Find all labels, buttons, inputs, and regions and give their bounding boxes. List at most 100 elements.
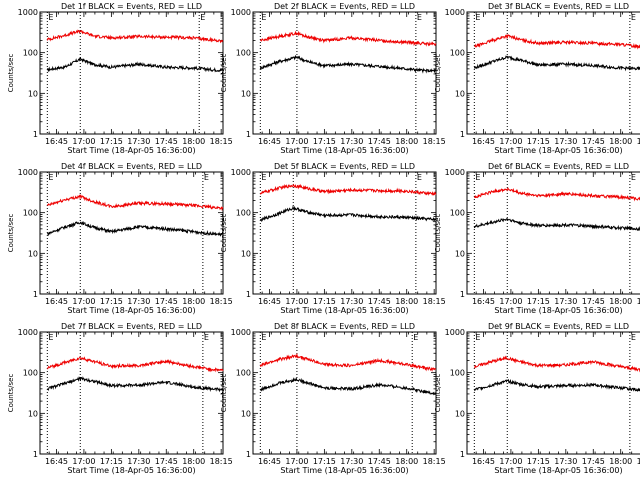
plot-frame	[252, 331, 437, 455]
x-tick-label: 17:15	[100, 137, 123, 146]
x-tick-label: 17:30	[340, 297, 363, 306]
x-tick-label: 18:15	[637, 297, 640, 306]
panel-det-1: Det 1f BLACK = Events, RED = LLD 1 10 100 10…	[7, 2, 233, 155]
x-tick-label: 18:00	[395, 297, 418, 306]
panel-title: Det 1f BLACK = Events, RED = LLD	[61, 2, 202, 11]
x-tick-label: 18:15	[637, 457, 640, 466]
panel-title: Det 6f BLACK = Events, RED = LLD	[488, 162, 629, 171]
panel-det-3: Det 3f BLACK = Events, RED = LLD 1 10 100 10…	[434, 2, 640, 155]
x-tick-label: 17:00	[499, 137, 522, 146]
marker-flag: E	[417, 173, 422, 182]
x-tick-label: 17:15	[527, 297, 550, 306]
plot-frame	[39, 331, 224, 455]
x-axis-label: Start Time (18-Apr-05 16:36:00)	[280, 146, 408, 155]
y-tick-label: 100	[450, 49, 465, 58]
marker-flag: E	[475, 173, 480, 182]
panel-det-2: Det 2f BLACK = Events, RED = LLD 1 10 100 10…	[220, 2, 446, 155]
plot-frame	[39, 171, 224, 295]
series-line-events	[259, 205, 437, 223]
marker-flag: E	[631, 173, 636, 182]
marker-flag: E	[261, 333, 266, 342]
panel-det-7: Det 7f BLACK = Events, RED = LLD 1 10 100 10…	[7, 322, 233, 475]
x-tick-label: 18:15	[210, 457, 233, 466]
y-tick-label: 1	[246, 130, 251, 139]
y-tick-label: 1	[33, 450, 38, 459]
y-tick-label: 1000	[18, 168, 38, 177]
panel-title: Det 2f BLACK = Events, RED = LLD	[274, 2, 415, 11]
y-tick-label: 10	[241, 89, 251, 98]
panel-title: Det 7f BLACK = Events, RED = LLD	[61, 322, 202, 331]
marker-flag: E	[204, 333, 209, 342]
panel-title: Det 4f BLACK = Events, RED = LLD	[61, 162, 202, 171]
panel-det-4: Det 4f BLACK = Events, RED = LLD 1 10 100 10…	[7, 162, 233, 315]
plot-frame	[466, 11, 640, 135]
y-axis-label: Counts/sec	[7, 54, 15, 93]
x-tick-label: 16:45	[472, 297, 495, 306]
x-tick-label: 17:45	[582, 457, 605, 466]
series-line-lld	[259, 183, 437, 196]
series-line-events	[46, 376, 224, 393]
x-tick-label: 17:30	[554, 137, 577, 146]
x-tick-label: 17:45	[155, 297, 178, 306]
x-tick-label: 17:45	[368, 137, 391, 146]
series-line-events	[473, 55, 640, 72]
series-line-lld	[46, 356, 224, 373]
x-tick-label: 17:15	[313, 137, 336, 146]
x-tick-label: 17:00	[285, 137, 308, 146]
x-tick-label: 18:00	[609, 137, 632, 146]
x-tick-label: 17:00	[285, 297, 308, 306]
x-tick-label: 18:00	[609, 457, 632, 466]
x-tick-label: 17:30	[127, 457, 150, 466]
x-tick-label: 17:30	[127, 297, 150, 306]
x-axis-label: Start Time (18-Apr-05 16:36:00)	[280, 466, 408, 475]
y-tick-label: 10	[455, 249, 465, 258]
y-tick-label: 1	[33, 290, 38, 299]
y-axis-label: Counts/sec	[220, 374, 228, 413]
x-tick-label: 18:15	[210, 137, 233, 146]
y-tick-label: 1000	[231, 8, 251, 17]
y-tick-label: 1	[33, 130, 38, 139]
series-line-events	[473, 217, 640, 232]
x-tick-label: 18:00	[609, 297, 632, 306]
marker-flag: E	[48, 13, 53, 22]
y-tick-label: 100	[236, 49, 251, 58]
marker-flag: E	[417, 13, 422, 22]
x-tick-label: 16:45	[472, 137, 495, 146]
marker-flag: E	[200, 13, 205, 22]
series-line-events	[259, 377, 437, 396]
x-tick-label: 16:45	[45, 457, 68, 466]
x-tick-label: 16:45	[258, 457, 281, 466]
y-axis-label: Counts/sec	[220, 214, 228, 253]
x-tick-label: 18:15	[423, 457, 446, 466]
x-tick-label: 17:00	[285, 457, 308, 466]
panel-det-5: Det 5f BLACK = Events, RED = LLD 1 10 100 10…	[220, 162, 446, 315]
marker-flag: E	[204, 173, 209, 182]
x-tick-label: 17:30	[127, 137, 150, 146]
series-line-events	[47, 220, 224, 237]
x-tick-label: 17:45	[368, 457, 391, 466]
x-tick-label: 17:45	[582, 297, 605, 306]
series-line-lld	[474, 33, 640, 50]
x-tick-label: 16:45	[258, 137, 281, 146]
y-tick-label: 100	[23, 369, 38, 378]
y-tick-label: 10	[28, 409, 38, 418]
y-tick-label: 10	[241, 409, 251, 418]
x-tick-label: 16:45	[45, 297, 68, 306]
x-tick-label: 18:00	[182, 297, 205, 306]
y-tick-label: 10	[241, 249, 251, 258]
y-tick-label: 1	[246, 290, 251, 299]
marker-flag: E	[48, 333, 53, 342]
series-line-events	[473, 378, 640, 393]
x-tick-label: 18:00	[395, 137, 418, 146]
marker-flag: E	[261, 13, 266, 22]
x-tick-label: 17:15	[527, 137, 550, 146]
y-tick-label: 1000	[231, 328, 251, 337]
y-axis-label: Counts/sec	[7, 374, 15, 413]
panel-det-9: Det 9f BLACK = Events, RED = LLD 1 10 100 10…	[434, 322, 640, 475]
x-axis-label: Start Time (18-Apr-05 16:36:00)	[494, 306, 622, 315]
x-tick-label: 17:30	[340, 137, 363, 146]
panel-det-6: Det 6f BLACK = Events, RED = LLD 1 10 100 10…	[434, 162, 640, 315]
x-axis-label: Start Time (18-Apr-05 16:36:00)	[67, 146, 195, 155]
x-tick-label: 18:15	[423, 137, 446, 146]
